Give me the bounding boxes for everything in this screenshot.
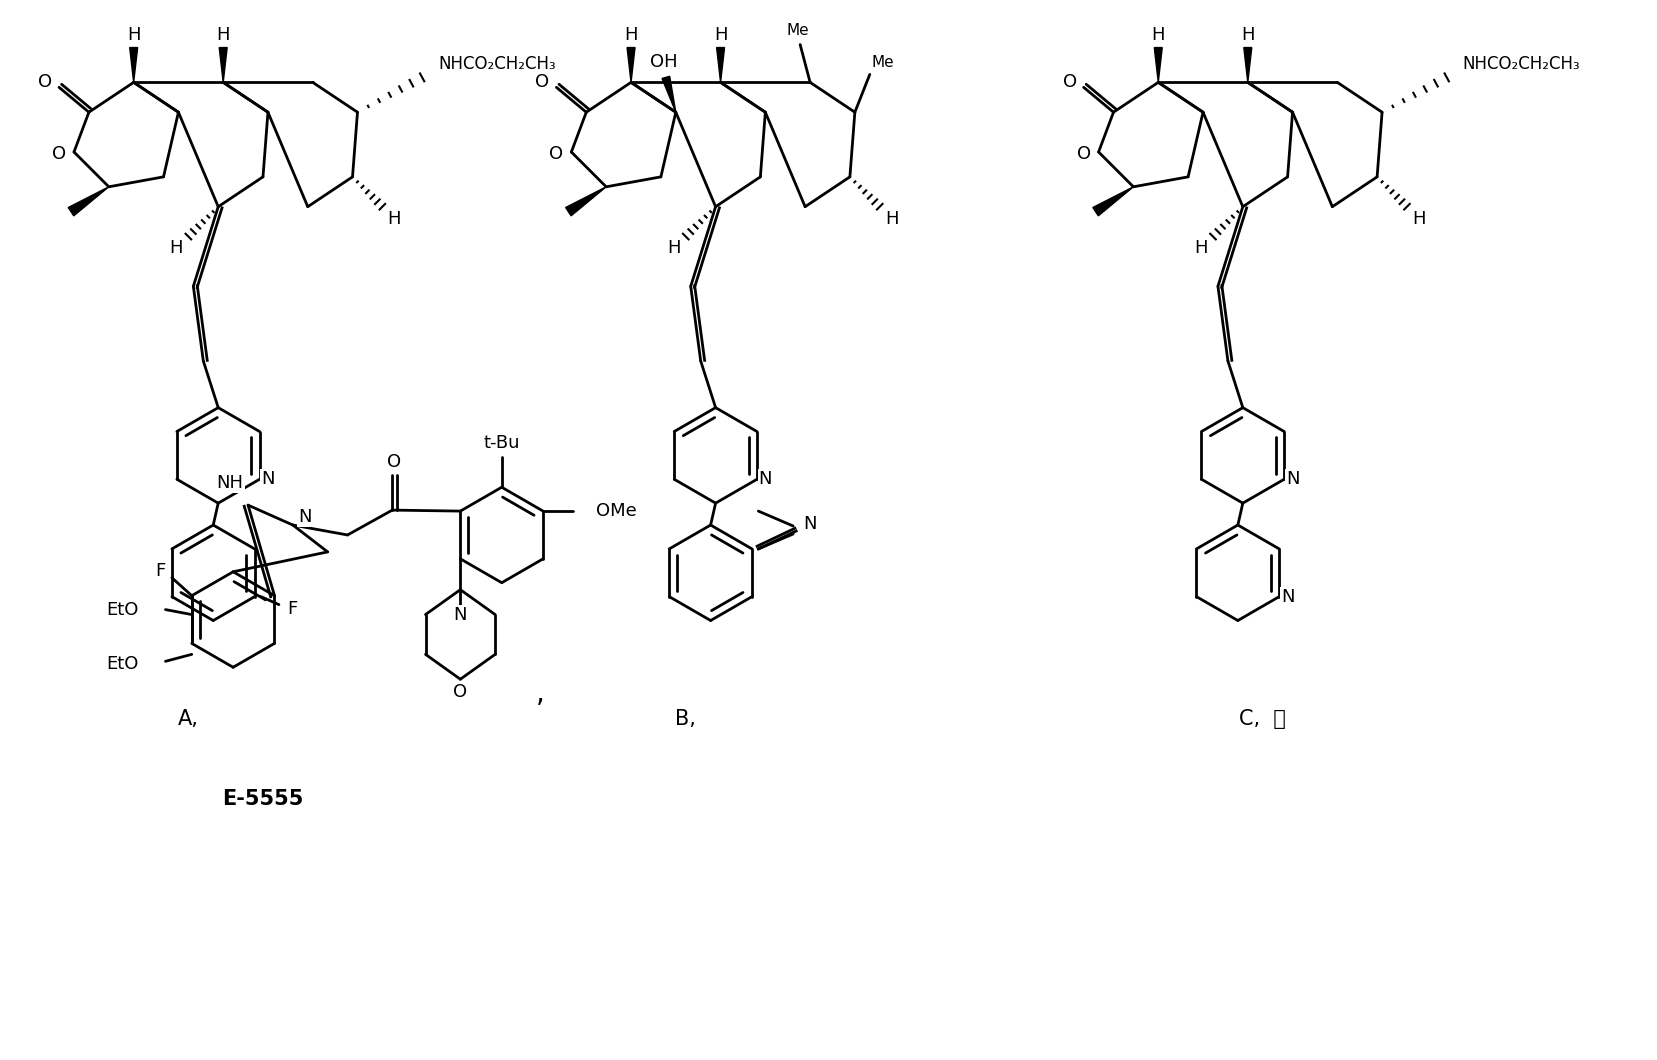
Polygon shape	[1243, 48, 1251, 83]
Text: O: O	[548, 145, 563, 163]
Text: NHCO₂CH₂CH₃: NHCO₂CH₂CH₃	[437, 55, 555, 73]
Text: EtO: EtO	[106, 601, 139, 619]
Text: H: H	[666, 240, 679, 258]
Text: H: H	[1193, 240, 1206, 258]
Text: OMe: OMe	[597, 502, 636, 520]
Text: H: H	[128, 25, 141, 43]
Text: O: O	[1062, 73, 1075, 91]
Polygon shape	[1153, 48, 1162, 83]
Text: N: N	[759, 471, 772, 489]
Text: N: N	[262, 471, 275, 489]
Text: O: O	[38, 73, 51, 91]
Polygon shape	[1092, 187, 1133, 216]
Text: H: H	[1152, 25, 1165, 43]
Text: NH: NH	[217, 474, 244, 492]
Text: N: N	[1281, 587, 1294, 605]
Text: OH: OH	[650, 53, 678, 71]
Text: O: O	[51, 145, 66, 163]
Text: O: O	[535, 73, 548, 91]
Text: t-Bu: t-Bu	[484, 435, 520, 453]
Polygon shape	[661, 76, 676, 112]
Text: N: N	[298, 508, 312, 526]
Text: ,: ,	[535, 681, 543, 708]
Polygon shape	[716, 48, 724, 83]
Text: A,: A,	[177, 709, 199, 729]
Text: E-5555: E-5555	[222, 789, 303, 809]
Text: F: F	[154, 562, 166, 580]
Text: H: H	[388, 210, 401, 228]
Text: H: H	[625, 25, 638, 43]
Text: H: H	[1241, 25, 1254, 43]
Text: H: H	[1412, 210, 1425, 228]
Polygon shape	[565, 187, 606, 216]
Text: NHCO₂CH₂CH₃: NHCO₂CH₂CH₃	[1461, 55, 1579, 73]
Text: H: H	[885, 210, 898, 228]
Text: N: N	[1286, 471, 1299, 489]
Text: O: O	[388, 454, 401, 472]
Polygon shape	[129, 48, 138, 83]
Text: Me: Me	[872, 55, 893, 70]
Polygon shape	[626, 48, 635, 83]
Text: Me: Me	[787, 23, 809, 38]
Text: H: H	[714, 25, 727, 43]
Text: H: H	[217, 25, 230, 43]
Text: EtO: EtO	[106, 655, 139, 673]
Text: H: H	[169, 240, 182, 258]
Text: F: F	[288, 600, 298, 618]
Text: C,  和: C, 和	[1238, 709, 1286, 729]
Text: B,: B,	[674, 709, 696, 729]
Text: O: O	[1075, 145, 1090, 163]
Text: O: O	[452, 683, 467, 701]
Polygon shape	[219, 48, 227, 83]
Text: N: N	[454, 605, 467, 623]
Text: N: N	[804, 515, 817, 533]
Polygon shape	[68, 187, 109, 216]
